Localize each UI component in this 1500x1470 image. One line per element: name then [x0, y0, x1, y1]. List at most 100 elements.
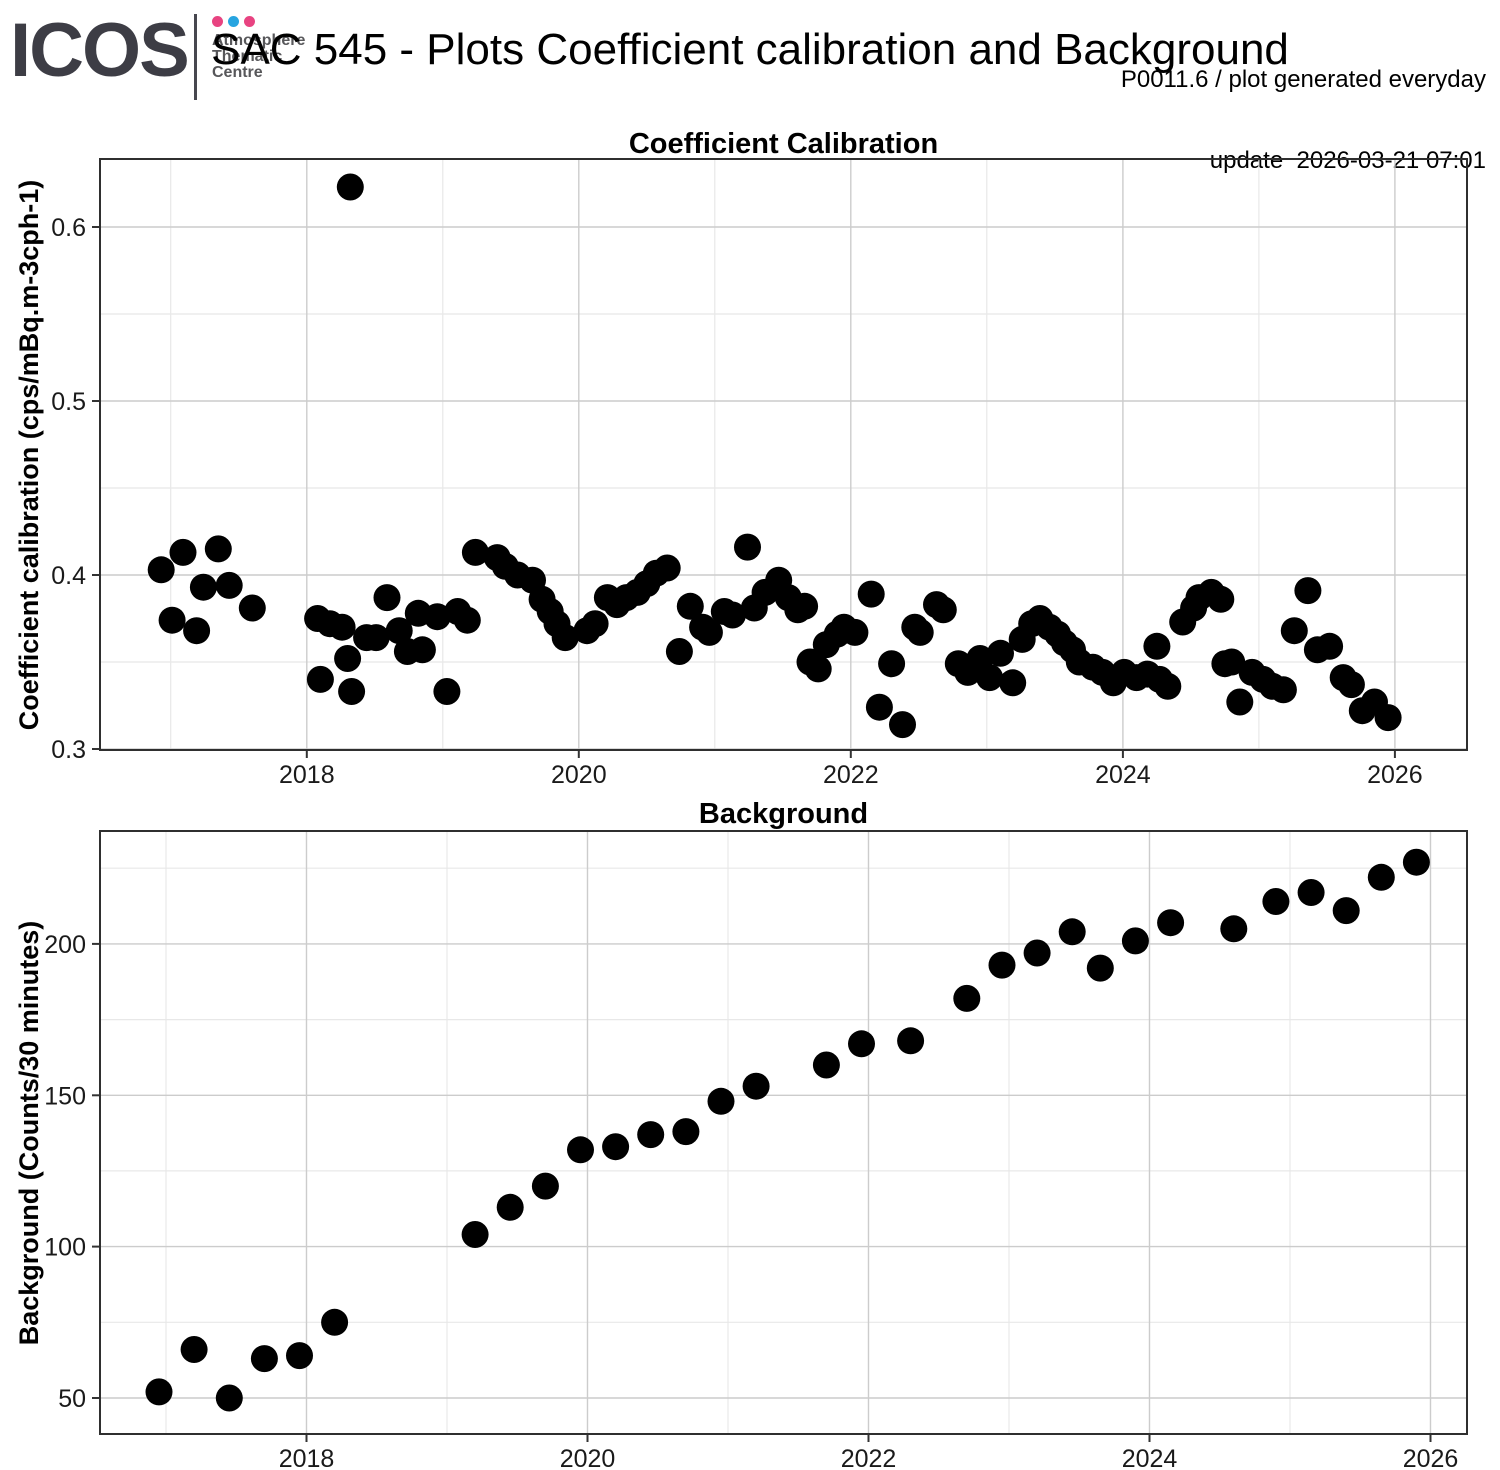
- data-point: [865, 693, 893, 721]
- atc-dot-icon: [212, 16, 223, 27]
- y-tick-label: 50: [58, 1385, 86, 1413]
- data-point: [602, 1133, 630, 1161]
- data-point: [215, 571, 243, 599]
- data-point: [531, 1172, 559, 1200]
- data-point: [1269, 676, 1297, 704]
- icos-logo: ICOS: [10, 8, 190, 93]
- plot-info-line1: P0011.6 / plot generated everyday: [1120, 66, 1486, 93]
- y-tick-label: 200: [44, 931, 86, 959]
- data-point: [878, 650, 906, 678]
- data-point: [496, 1193, 524, 1221]
- data-point: [1297, 879, 1325, 906]
- data-point: [1337, 671, 1365, 699]
- atc-dot-icon: [228, 16, 239, 27]
- data-point: [334, 645, 362, 672]
- x-tick-label: 2026: [1367, 761, 1423, 789]
- data-point: [848, 1030, 875, 1058]
- data-point: [1058, 918, 1086, 946]
- x-tick-label: 2024: [1122, 1445, 1178, 1470]
- data-point: [1023, 939, 1051, 967]
- data-point: [453, 606, 481, 634]
- data-point: [976, 664, 1004, 692]
- data-point: [336, 173, 364, 201]
- data-point: [1402, 848, 1430, 876]
- data-point: [408, 636, 436, 664]
- y-tick-label: 100: [44, 1234, 86, 1262]
- x-tick-label: 2026: [1403, 1445, 1459, 1470]
- data-point: [1262, 888, 1290, 915]
- data-point: [1121, 927, 1149, 955]
- data-point: [988, 951, 1016, 979]
- x-tick-label: 2020: [560, 1445, 616, 1470]
- data-point: [1280, 617, 1308, 645]
- data-point: [676, 592, 704, 620]
- data-point: [791, 592, 819, 620]
- data-point: [897, 1027, 925, 1055]
- data-point: [906, 618, 934, 646]
- data-point: [987, 639, 1014, 667]
- atc-logo-dots: [212, 16, 305, 27]
- data-point: [461, 538, 489, 566]
- data-point: [1218, 648, 1246, 676]
- data-point: [461, 1221, 489, 1248]
- data-point: [1154, 672, 1182, 700]
- data-point: [929, 596, 957, 624]
- data-point: [306, 665, 334, 693]
- data-point: [1367, 863, 1395, 891]
- data-point: [665, 638, 693, 665]
- data-point: [999, 669, 1027, 697]
- data-point: [362, 624, 390, 652]
- data-point: [286, 1342, 313, 1370]
- data-point: [1332, 897, 1360, 925]
- data-point: [695, 618, 723, 646]
- data-point: [637, 1121, 665, 1149]
- data-point: [238, 594, 266, 622]
- data-point: [1316, 632, 1344, 660]
- x-tick-label: 2018: [279, 761, 335, 789]
- data-point: [857, 580, 885, 608]
- data-point: [321, 1308, 349, 1336]
- background-title: Background: [698, 798, 869, 830]
- data-point: [338, 678, 366, 705]
- data-point: [812, 1051, 840, 1079]
- data-point: [1207, 585, 1235, 613]
- data-point: [433, 678, 461, 705]
- atc-line-thematic: Thematic: [212, 48, 283, 65]
- data-point: [423, 603, 451, 631]
- coefficient-calibration-title: Coefficient Calibration: [628, 128, 939, 160]
- data-point: [1226, 688, 1254, 716]
- data-point: [581, 610, 609, 638]
- data-point: [183, 617, 211, 645]
- plot-info-line2: update 2026-03-21 07:01: [1209, 147, 1486, 174]
- atc-line-centre: Centre: [212, 64, 263, 81]
- page-title: SAC 545 - Plots Coefficient calibration …: [211, 25, 1289, 74]
- data-point: [158, 606, 186, 634]
- x-tick-label: 2018: [279, 1445, 335, 1470]
- data-point: [707, 1087, 735, 1115]
- plot-info-text: P0011.6 / plot generated everyday update…: [1121, 12, 1486, 201]
- x-tick-label: 2022: [841, 1445, 897, 1470]
- data-point: [1374, 704, 1402, 732]
- logo-separator: [194, 14, 197, 100]
- y-tick-label: 0.3: [51, 736, 86, 764]
- data-point: [189, 573, 217, 601]
- data-point: [250, 1345, 278, 1373]
- data-point: [734, 533, 761, 561]
- y-tick-label: 150: [44, 1082, 86, 1110]
- data-point: [180, 1336, 208, 1363]
- atc-logo-block: Atmosphere Thematic Centre: [212, 16, 305, 81]
- x-tick-label: 2020: [551, 761, 607, 789]
- data-point: [1294, 577, 1322, 605]
- data-point: [804, 655, 832, 683]
- data-point: [653, 554, 681, 582]
- data-point: [953, 984, 981, 1012]
- data-point: [145, 1378, 173, 1406]
- data-point: [147, 556, 175, 584]
- y-tick-label: 0.6: [51, 214, 86, 242]
- data-point: [551, 624, 579, 652]
- data-point: [567, 1136, 594, 1164]
- panel-border: [99, 158, 1468, 751]
- data-point: [385, 617, 413, 645]
- data-point: [373, 584, 401, 612]
